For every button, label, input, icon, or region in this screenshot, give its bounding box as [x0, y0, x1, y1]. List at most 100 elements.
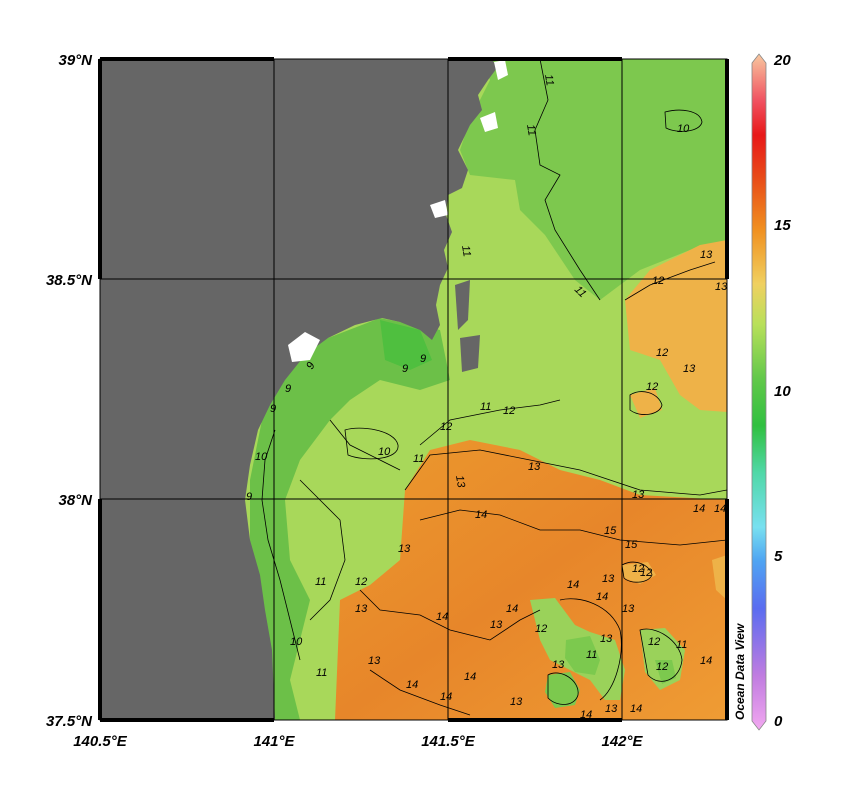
colorbar-label-15: 15 [774, 217, 791, 234]
white-patch-2 [430, 200, 448, 218]
map-frame [99, 58, 728, 721]
lat-label-38n: 38°N [58, 492, 93, 509]
white-patch-1 [288, 332, 320, 362]
contour-label: 10 [290, 636, 303, 648]
contour-label: 11 [316, 667, 327, 679]
contour-label: 14 [700, 655, 712, 667]
contour-label: 13 [552, 659, 565, 671]
contour-label: 15 [625, 539, 638, 551]
eddy-3 [545, 672, 580, 708]
colorbar-label-10: 10 [774, 383, 791, 400]
contour-label: 12 [656, 347, 668, 359]
longitude-labels: 140.5°E 141°E 141.5°E 142°E [73, 733, 643, 750]
contour-label: 10 [378, 446, 391, 458]
contour-label: 13 [700, 249, 713, 261]
contour-label: 13 [602, 573, 615, 585]
contour-label: 13 [368, 655, 381, 667]
contour-label: 13 [355, 603, 368, 615]
contour-label: 9 [246, 491, 252, 503]
contour-label: 13 [490, 619, 503, 631]
contour-label: 13 [605, 703, 618, 715]
contour-label: 12 [503, 405, 515, 417]
contour-label: 11 [480, 401, 491, 413]
eddy-7 [712, 555, 727, 600]
colorbar: 20 15 10 5 0 Ocean Data View [733, 52, 791, 731]
contour-label: 9 [270, 403, 276, 415]
contour-label: 13 [632, 489, 645, 501]
contour-label: 12 [652, 275, 664, 287]
contour-label: 13 [453, 474, 467, 489]
white-patch-3 [480, 112, 498, 132]
contour-label: 11 [524, 123, 538, 136]
contour-label: 13 [528, 461, 541, 473]
colorbar-label-20: 20 [773, 52, 791, 69]
island-2 [460, 335, 480, 372]
graticule [100, 59, 727, 720]
contour-label: 11 [676, 639, 687, 651]
contour-label: 9 [304, 360, 317, 371]
contour-label: 14 [436, 611, 448, 623]
contour-label: 14 [630, 703, 642, 715]
contour-label: 10 [255, 451, 268, 463]
contour-label: 14 [506, 603, 518, 615]
contour-label: 9 [285, 383, 291, 395]
warm-water-south [335, 440, 727, 720]
map-plot: 11 10 11 11 11 9 9 9 9 9 10 11 12 11 12 … [100, 59, 728, 721]
contour-label: 13 [510, 696, 523, 708]
contour-label: 14 [464, 671, 476, 683]
eddy-5 [655, 660, 676, 684]
contour-label: 15 [604, 525, 617, 537]
contour-label: 11 [315, 576, 326, 588]
contour-label: 12 [535, 623, 547, 635]
contour-label: 12 [355, 576, 367, 588]
contour-label: 13 [600, 633, 613, 645]
contour-label: 14 [580, 709, 592, 721]
contour-label: 13 [715, 281, 728, 293]
contour-lines [261, 59, 727, 716]
contour-label: 12 [656, 661, 668, 673]
warm-water-northeast-patch [630, 388, 662, 418]
contour-label: 12 [632, 563, 644, 575]
island-1 [455, 280, 470, 330]
contour-label: 10 [677, 123, 690, 135]
contour-label: 11 [586, 649, 597, 661]
colorbar-label-0: 0 [774, 713, 783, 730]
contour-label: 14 [567, 579, 579, 591]
contour-label: 11 [459, 244, 473, 257]
cool-water-coast [250, 318, 450, 720]
contour-label: 14 [714, 503, 726, 515]
contour-label: 14 [475, 509, 487, 521]
latitude-labels: 39°N 38.5°N 38°N 37.5°N [46, 52, 93, 730]
lon-label-140-5e: 140.5°E [73, 733, 128, 750]
lat-label-37-5n: 37.5°N [46, 713, 93, 730]
contour-label-layer: 11 10 11 11 11 9 9 9 9 9 10 11 12 11 12 … [246, 73, 728, 721]
contour-label: 13 [622, 603, 635, 615]
lon-label-142e: 142°E [601, 733, 643, 750]
contour-label: 9 [420, 353, 426, 365]
white-patch-4 [494, 60, 508, 80]
contour-label: 12 [646, 381, 658, 393]
lon-label-141e: 141°E [253, 733, 295, 750]
ocean-data-view-credit: Ocean Data View [733, 623, 747, 720]
contour-label: 12 [440, 421, 452, 433]
contour-label: 13 [398, 543, 411, 555]
contour-label: 14 [440, 691, 452, 703]
contour-label: 9 [402, 363, 408, 375]
frame-ticks [98, 57, 729, 722]
lat-label-39n: 39°N [58, 52, 93, 69]
colorbar-bar [751, 53, 767, 731]
contour-label: 14 [693, 503, 705, 515]
eddy-2 [565, 636, 600, 675]
land-mass [100, 59, 497, 720]
contour-label: 12 [640, 567, 652, 579]
contour-label: 14 [406, 679, 418, 691]
cool-water-north [460, 59, 727, 300]
cool-water-bay [380, 320, 432, 370]
lat-label-38-5n: 38.5°N [46, 272, 93, 289]
contour-label: 11 [542, 73, 556, 86]
warm-water-northeast [625, 240, 727, 412]
contour-label: 12 [648, 636, 660, 648]
contour-label: 14 [596, 591, 608, 603]
contour-label: 11 [413, 453, 424, 465]
